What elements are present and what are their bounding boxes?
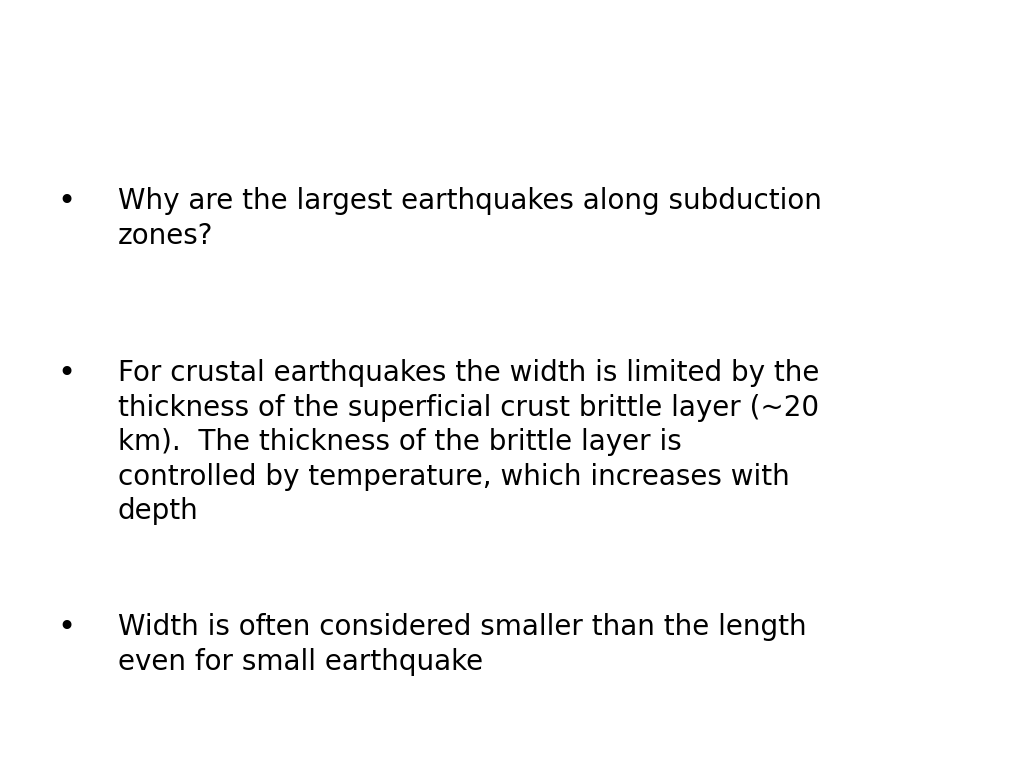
Text: •: • bbox=[57, 187, 76, 216]
Text: Why are the largest earthquakes along subduction
zones?: Why are the largest earthquakes along su… bbox=[118, 187, 821, 250]
Text: ORDERS OF MAGNITUDE: ORDERS OF MAGNITUDE bbox=[18, 16, 226, 31]
Text: •: • bbox=[57, 614, 76, 642]
Text: For crustal earthquakes the width is limited by the
thickness of the superficial: For crustal earthquakes the width is lim… bbox=[118, 359, 819, 525]
Text: Fault width: Fault width bbox=[18, 50, 248, 84]
Text: •: • bbox=[57, 359, 76, 388]
Text: Width is often considered smaller than the length
even for small earthquake: Width is often considered smaller than t… bbox=[118, 614, 806, 676]
